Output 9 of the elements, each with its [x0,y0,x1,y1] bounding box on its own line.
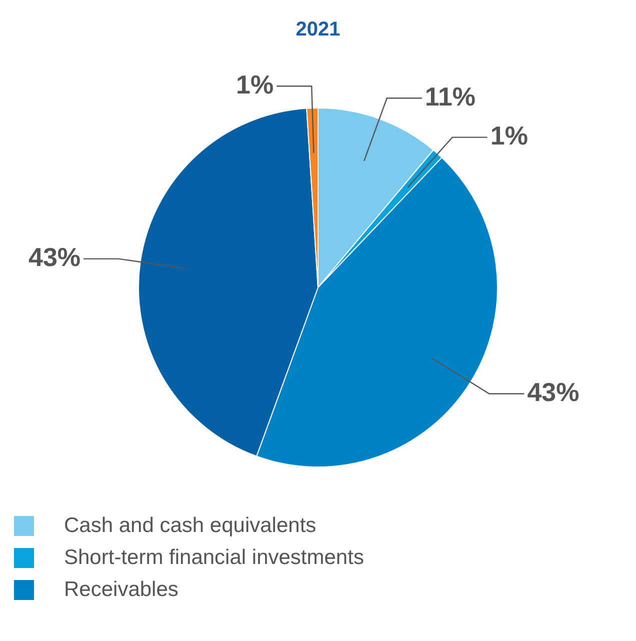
data-label: 43% [527,376,580,407]
data-label: 43% [28,242,81,272]
chart-title: 2021 [296,18,340,41]
legend-label: Receivables [64,578,178,602]
legend-label: Cash and cash equivalents [64,514,316,538]
data-label: 11% [424,81,476,112]
data-label: 1% [236,69,274,100]
legend-label: Short-term financial investments [64,546,364,570]
data-label: 1% [490,120,528,150]
